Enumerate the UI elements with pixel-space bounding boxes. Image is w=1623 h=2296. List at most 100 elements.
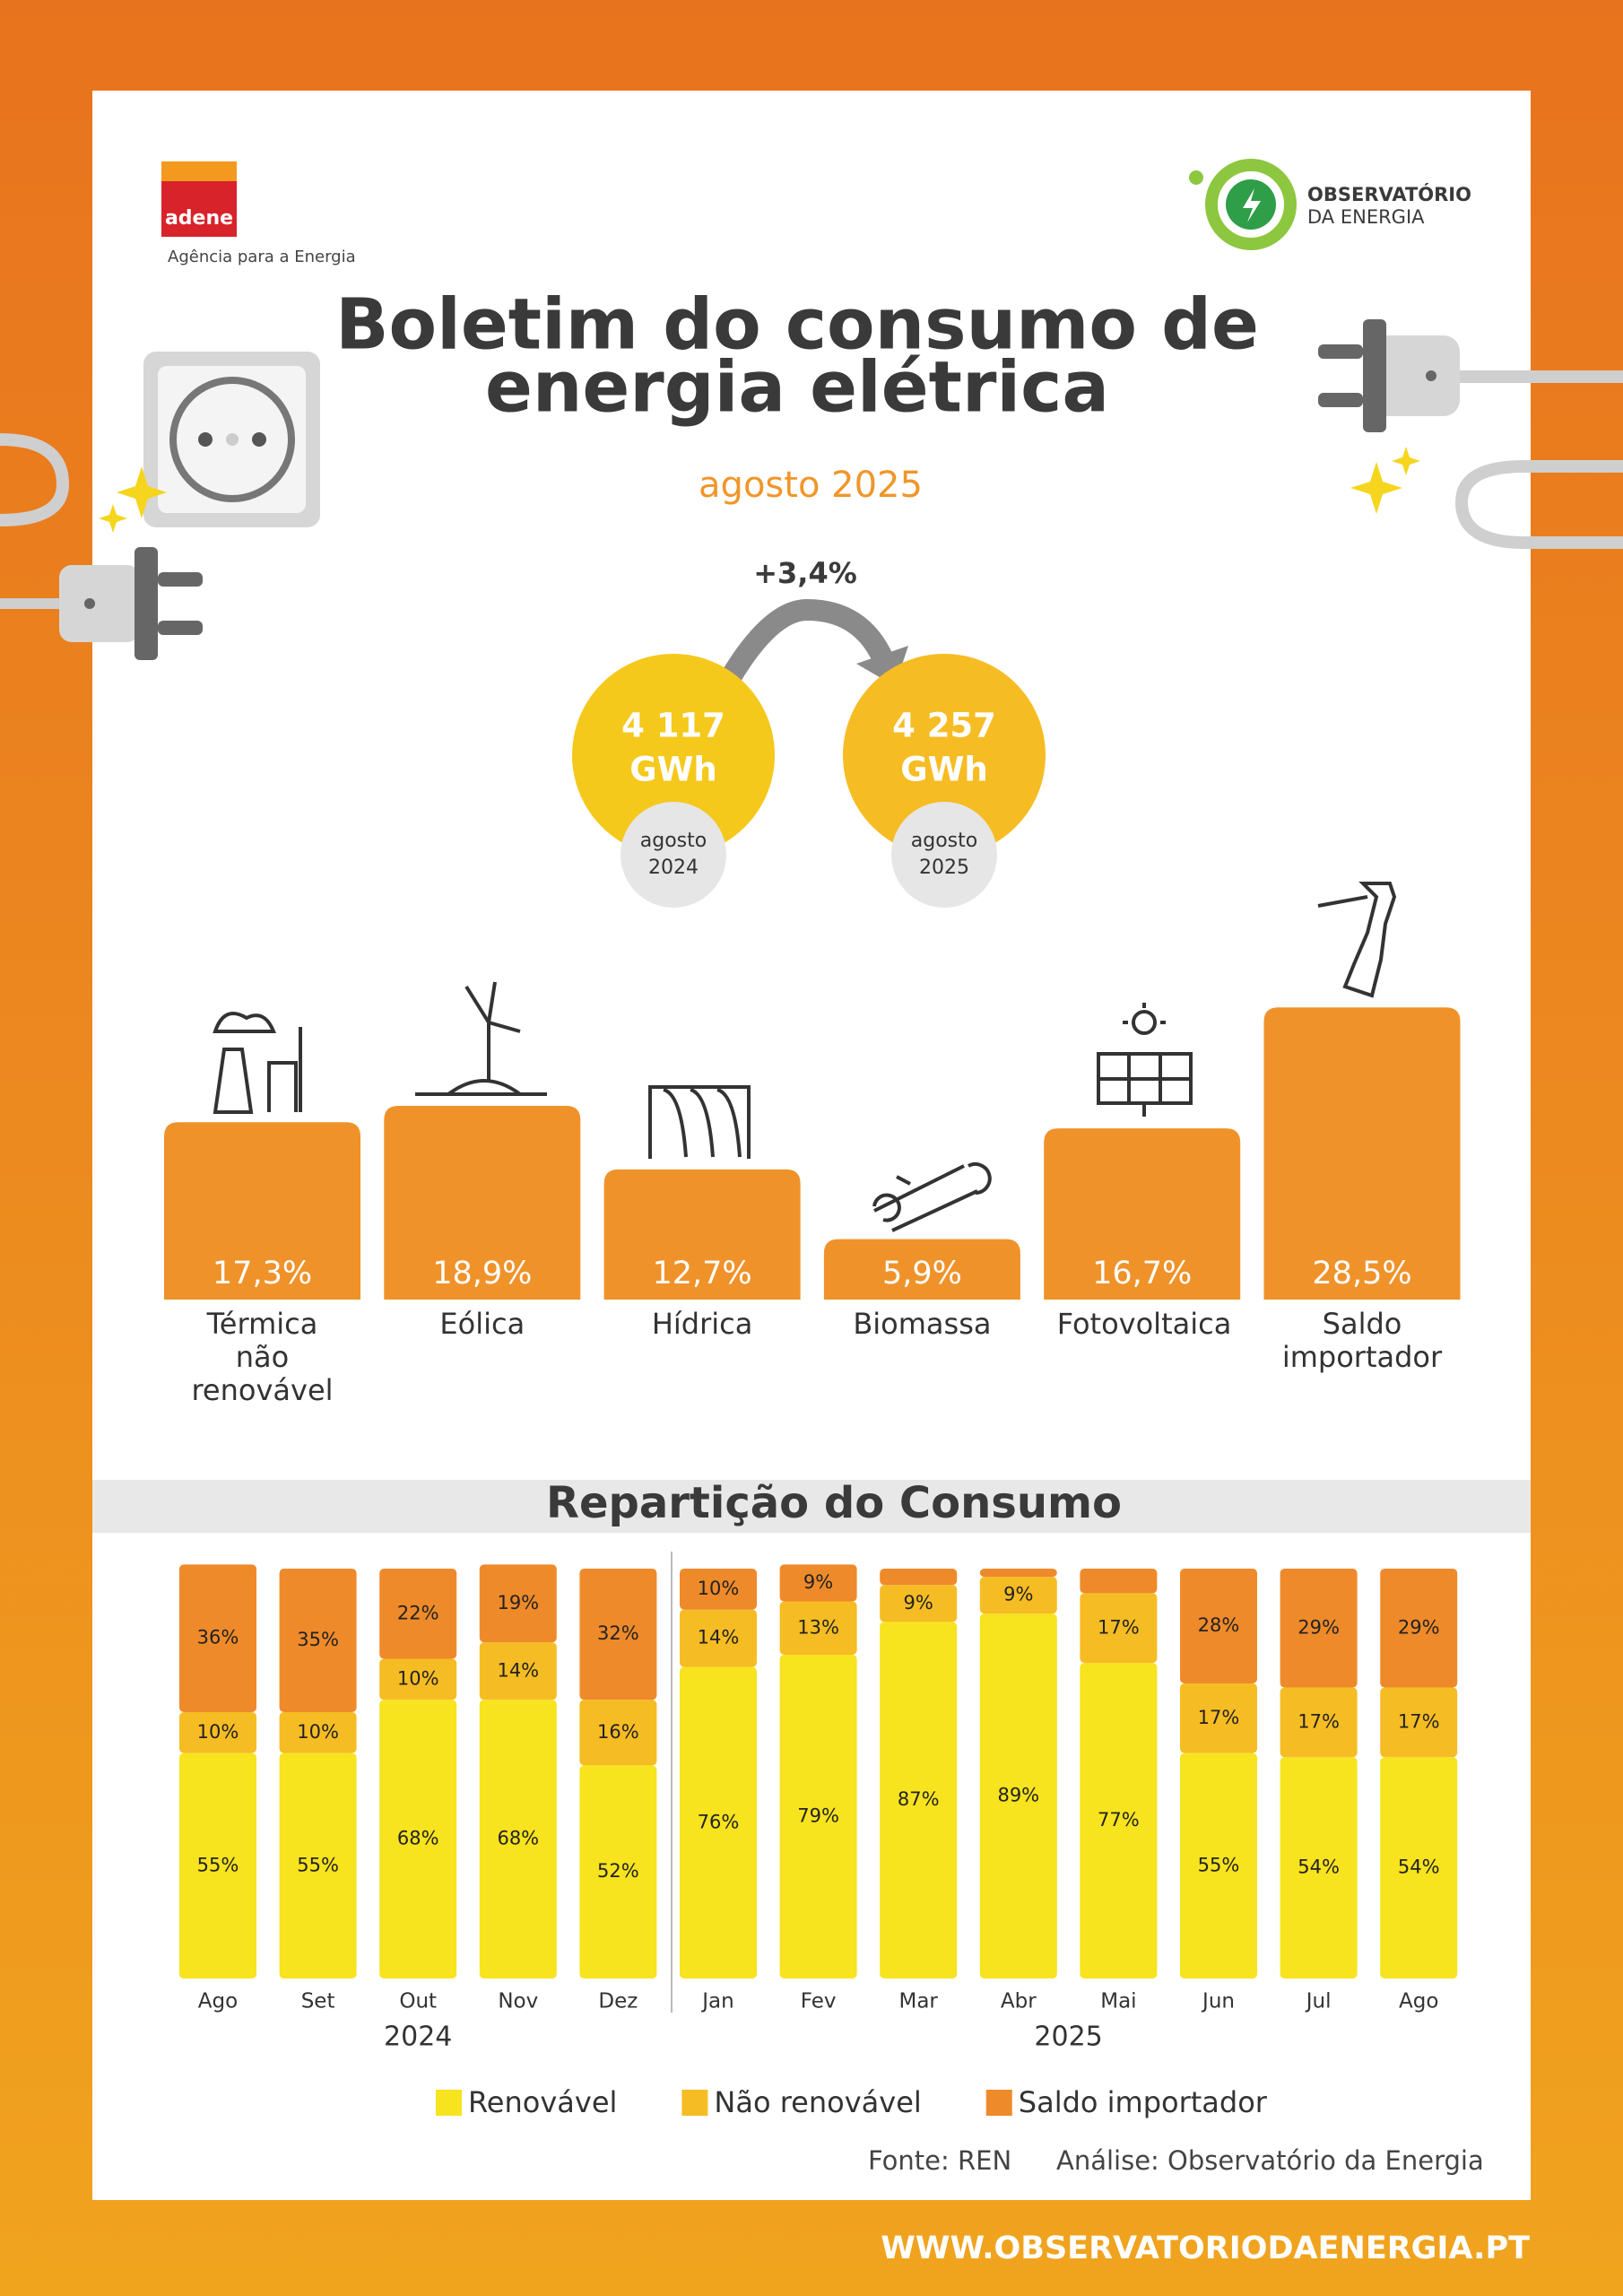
bar-segment [979,1569,1057,1578]
group-label: 2025 [1034,2022,1102,2053]
bar-segment [579,1700,657,1766]
bar-segment [179,1711,256,1753]
legend-label: Não renovável [714,2085,921,2119]
x-tick-label: Set [301,1990,335,2013]
bar-segment [379,1658,457,1700]
bar-value-label: 5,9% [882,1256,962,1292]
plug-body [1363,319,1386,432]
bar-segment [680,1666,757,1979]
bar-segment [479,1700,557,1979]
socket-ring [169,377,295,502]
bar-segment [1080,1569,1158,1594]
segment-label: 36% [197,1627,239,1648]
analysis: Análise: Observatório da Energia [1056,2145,1484,2176]
logo-stripe [161,161,237,181]
segment-label: 35% [297,1629,339,1650]
total-value: 4 117 [621,707,725,745]
x-tick-label: Jun [1201,1990,1235,2013]
bar-segment [1180,1752,1257,1979]
socket-hole [252,432,266,447]
segment-label: 17% [1098,1616,1140,1638]
socket-pin [226,433,239,446]
legend-swatch [436,2090,462,2116]
icon-biomass [872,1162,992,1232]
bar [823,1239,1020,1300]
title-line: energia elétrica [485,347,1109,428]
category-label: Saldo importador [1281,1307,1443,1374]
x-tick-label: Jan [700,1990,733,2013]
x-tick-label: Ago [198,1990,238,2013]
segment-label: 14% [698,1627,740,1648]
bar-segment [1080,1663,1158,1979]
bar-value-label: 12,7% [653,1256,752,1292]
segment-label: 29% [1398,1616,1440,1638]
segment-label: 28% [1198,1614,1240,1636]
total-unit: GWh [629,751,717,789]
logo-text: adene [165,207,233,230]
segment-label: 54% [1398,1857,1440,1878]
segment-label: 16% [597,1721,639,1743]
segment-label: 9% [904,1592,933,1613]
bar-segment [479,1564,557,1643]
subtitle: agosto 2025 [699,465,923,506]
bar-segment [279,1711,357,1753]
plug-dot [1426,370,1436,381]
segment-label: 52% [597,1860,639,1882]
bar-value-label: 17,3% [213,1256,312,1292]
bar-segment [779,1564,857,1602]
partner-dot [1189,170,1203,185]
partner-name: OBSERVATÓRIO [1307,183,1471,205]
segment-label: 89% [997,1785,1039,1806]
segment-label: 55% [297,1854,339,1875]
bar-segment [1380,1687,1458,1758]
x-tick-label: Abr [1001,1990,1037,2013]
cable [1454,460,1623,549]
segment-label: 19% [497,1592,539,1613]
segment-label: 17% [1398,1710,1440,1732]
partner-sub: DA ENERGIA [1307,206,1425,228]
x-tick-label: Jul [1305,1990,1332,2013]
cable [0,433,70,526]
plug [59,565,140,642]
segment-label: 29% [1298,1616,1340,1638]
icons [213,882,1397,1232]
bar-segment [1280,1757,1358,1979]
segment-label: 55% [197,1854,239,1875]
total-value: 4 257 [892,707,996,745]
x-tick-label: Mar [898,1990,938,2013]
category-label: Hídrica [651,1307,753,1341]
sparkle [1392,447,1420,475]
group-label: 2024 [384,2022,452,2053]
segment-label: 79% [797,1805,839,1826]
bar-value-label: 18,9% [432,1256,532,1292]
website: WWW.OBSERVATORIODAENERGIA.PT [881,2231,1530,2266]
bar-segment [880,1622,958,1979]
bar [164,1122,360,1300]
plug-pin [1318,393,1363,407]
icon-thermal [213,1012,302,1114]
bar-segment [1080,1593,1158,1664]
logo-tagline: Agência para a Energia [168,248,356,266]
bar-segment [880,1585,958,1622]
legend-label: Renovável [468,2085,617,2119]
x-tick-label: Ago [1399,1990,1438,2013]
icon-hydro [648,1085,751,1159]
segment-label: 55% [1198,1854,1240,1875]
partner-ring [1205,159,1297,250]
plug-pin [1318,344,1363,359]
bar-segment [379,1569,457,1659]
bar-segment [1280,1687,1358,1758]
legend-swatch [985,2090,1012,2116]
partner-bolt [1243,188,1261,222]
bar-segment [1180,1683,1257,1753]
sparkle [99,504,127,533]
bar-segment [680,1569,757,1610]
segment-label: 22% [397,1602,439,1623]
segment-label: 68% [497,1828,539,1849]
x-tick-label: Dez [598,1990,638,2013]
x-tick-label: Fev [801,1990,837,2013]
section-band [92,1480,1531,1533]
sparkle [1350,462,1402,514]
category-label: Térmica não renovável [191,1307,334,1407]
bar-segment [279,1569,357,1712]
